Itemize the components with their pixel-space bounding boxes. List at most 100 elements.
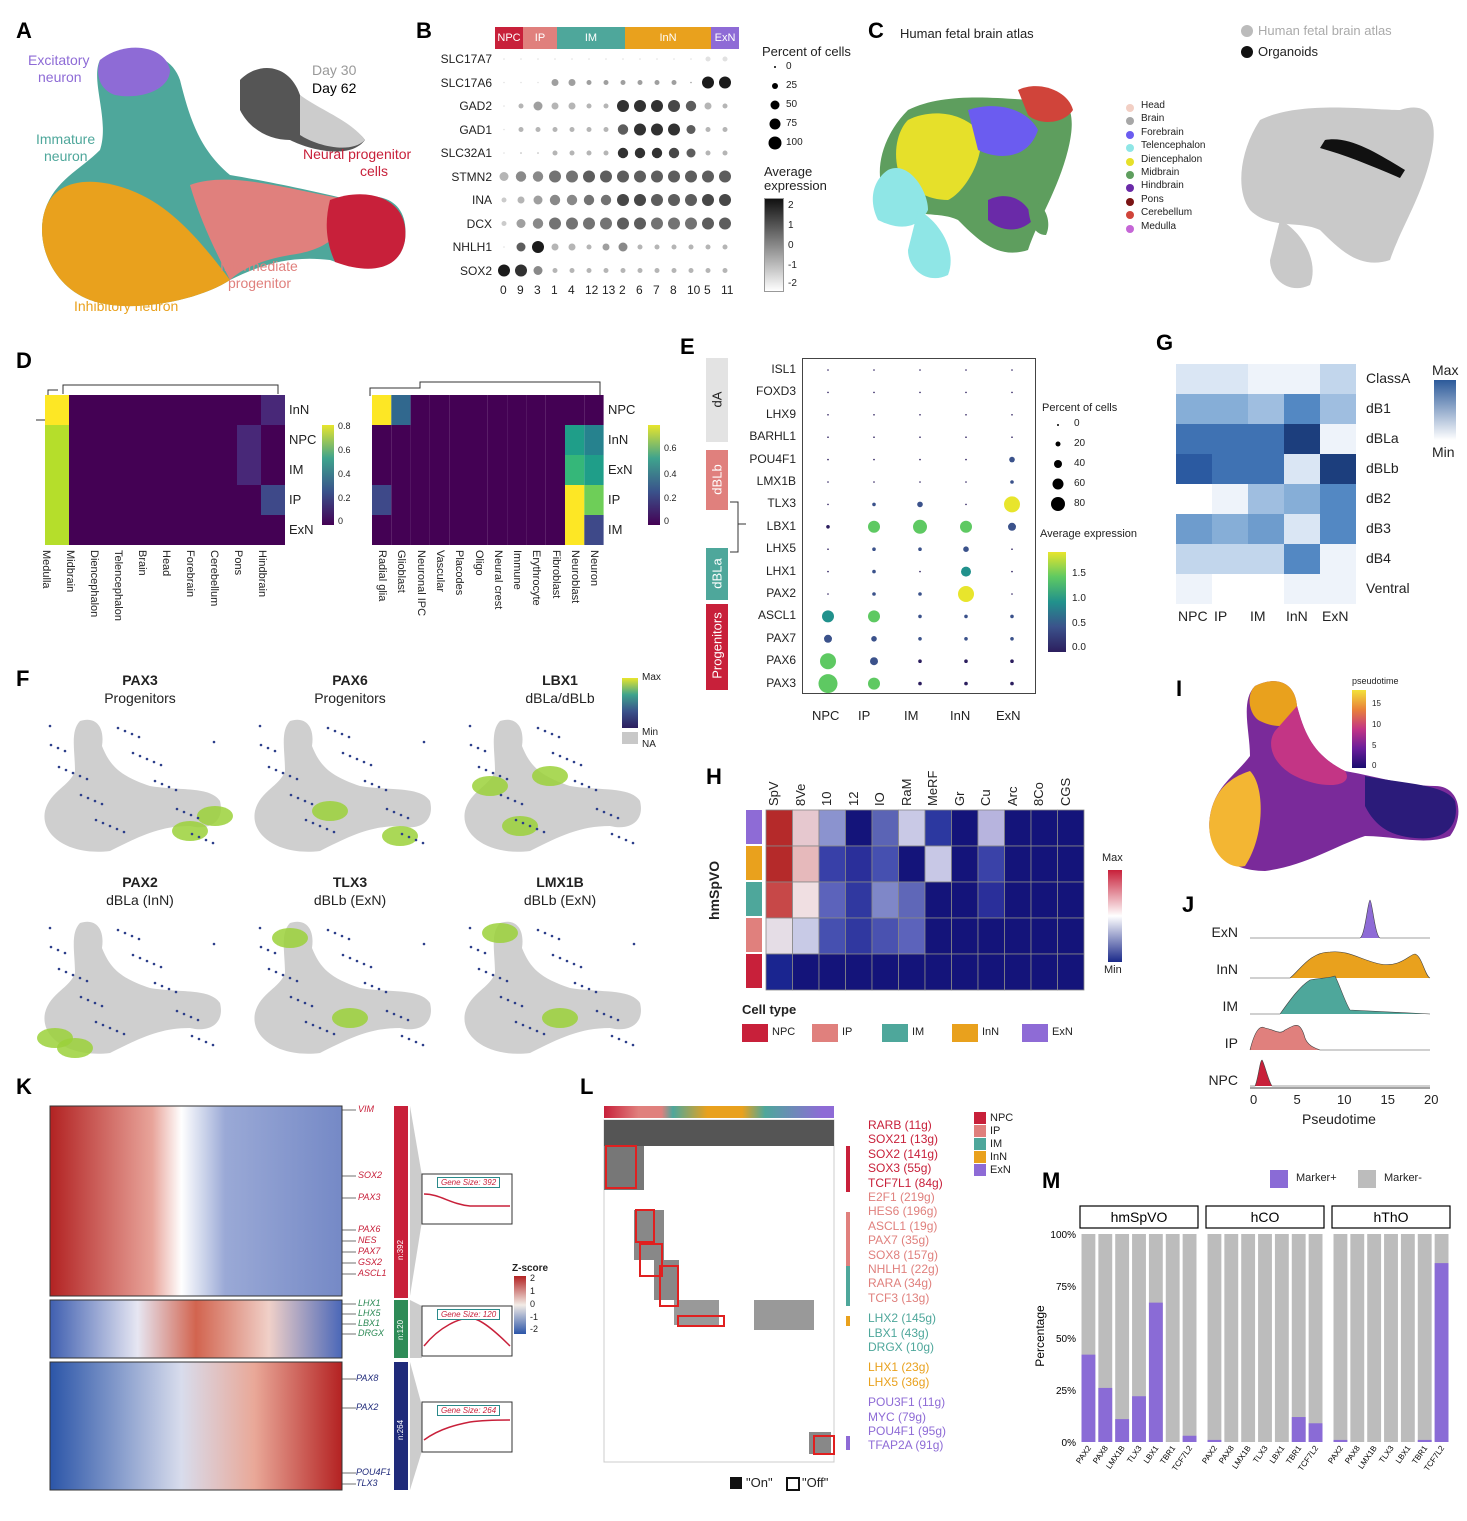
g-row-label: dB1 [1366, 400, 1391, 416]
panel-letter-d: D [16, 348, 32, 373]
h-cell [765, 917, 793, 955]
b-dot [722, 268, 728, 273]
e-gene-label: FOXD3 [755, 384, 796, 399]
d-left-cell [141, 395, 165, 425]
b-gene-label: NHLH1 [452, 240, 492, 254]
l-gene-npc_genes: SOX3 (55g) [868, 1161, 932, 1176]
h-cell [845, 845, 873, 883]
d-right-cell [526, 485, 546, 515]
d-right-cell [545, 455, 565, 485]
b-dot [705, 268, 711, 273]
m-bar-marker-neg [1367, 1234, 1382, 1442]
b-dot [583, 194, 595, 206]
k-z-m2: -2 [530, 1324, 539, 1334]
h-cell [845, 953, 873, 991]
g-legend-gradient [1434, 380, 1456, 440]
e-dot [960, 520, 972, 533]
b-dot [503, 128, 505, 131]
k-gene-green: LBX1 [358, 1318, 381, 1328]
e-dot [1011, 593, 1013, 595]
d-left-cell [117, 485, 141, 515]
b-dot [617, 170, 629, 183]
k-cluster-green [394, 1300, 408, 1358]
e-dot [964, 659, 968, 663]
e-legend-pct-20: 20 [1074, 438, 1086, 449]
c-region-label: Hindbrain [1141, 180, 1184, 192]
d-left-row-label: NPC [289, 432, 317, 447]
e-dot [868, 520, 880, 533]
f-map-sub: dBLa/dBLb [525, 690, 595, 706]
b-dot [656, 58, 658, 60]
l-heatmap [603, 1119, 835, 1463]
d-right-row-label: NPC [608, 402, 636, 417]
d-left-cell [93, 395, 117, 425]
e-legend-pct-dots [1051, 424, 1065, 511]
f-map-umap [44, 719, 233, 852]
l-gene-exn_genes: TFAP2A (91g) [868, 1438, 944, 1453]
b-dot [501, 197, 507, 203]
m-facet-title: hmSpVO [1111, 1209, 1168, 1225]
b-dot [549, 194, 561, 206]
d-right-cell [487, 455, 508, 485]
h-row-swatch [746, 810, 762, 844]
b-dot [722, 150, 728, 156]
b-dot [503, 246, 505, 248]
h-cell [818, 845, 846, 883]
e-legend-pct-60: 60 [1074, 478, 1086, 489]
d-right-cell [410, 455, 430, 485]
b-dot [668, 217, 680, 230]
b-dot [586, 244, 592, 250]
h-celltype-swatch [1022, 1024, 1048, 1042]
d-right-col-label: Glioblast [395, 550, 408, 593]
e-col-label: IP [858, 708, 871, 723]
d-right-cell [487, 425, 508, 455]
b-dot [651, 123, 663, 136]
b-dot [719, 170, 731, 183]
e-dot [919, 414, 921, 416]
e-dot [1010, 681, 1014, 686]
e-gene-label: LBX1 [766, 518, 796, 533]
g-cell [1284, 364, 1320, 394]
e-dot [919, 369, 921, 371]
e-col-label: NPC [812, 708, 840, 723]
m-legend-pos: Marker+ [1296, 1172, 1337, 1184]
b-cluster-label: 3 [534, 283, 541, 297]
panel-letter-e: E [680, 334, 695, 359]
h-cell [818, 917, 846, 955]
g-cell [1248, 574, 1284, 604]
b-dot [702, 170, 714, 183]
b-dot [520, 58, 522, 60]
m-bar-marker-pos [1132, 1396, 1146, 1442]
c-region-swatch [1126, 104, 1134, 112]
b-dot [605, 58, 607, 60]
f-map-umap [464, 921, 641, 1054]
b-dot [634, 217, 646, 230]
l-gene-inn_genes: LHX5 (36g) [868, 1374, 930, 1389]
e-dot [1011, 548, 1013, 550]
h-cell [1004, 845, 1032, 883]
m-facet-strip [1079, 1205, 1199, 1229]
b-cluster-label: 10 [687, 283, 701, 297]
b-dot [722, 56, 728, 62]
e-dot [827, 414, 829, 416]
e-dot [913, 519, 927, 534]
f-map-gene: PAX2 [122, 874, 158, 890]
e-dot [873, 481, 875, 483]
d-right-cell [391, 485, 411, 515]
d-left-cell [117, 455, 141, 485]
e-dot [1011, 391, 1013, 394]
c-region-swatch [1126, 224, 1134, 233]
b-group-npc: NPC [495, 27, 523, 49]
l-gene-npc_genes: SOX2 (141g) [868, 1146, 939, 1161]
b-dot [685, 217, 697, 230]
e-gene-label: PAX2 [766, 586, 796, 600]
h-cell [818, 809, 846, 847]
m-bar-chart: Percentage0%25%50%75%100%hmSpVOPAX2PAX8L… [1033, 1205, 1451, 1473]
g-legend-min: Min [1432, 444, 1455, 460]
b-legend-expr-1: 1 [788, 220, 794, 231]
f-map-sub: Progenitors [104, 690, 176, 706]
b-dot [719, 194, 731, 206]
e-dot [872, 547, 876, 551]
c-region-label: Midbrain [1141, 167, 1180, 178]
b-dot [617, 100, 629, 112]
